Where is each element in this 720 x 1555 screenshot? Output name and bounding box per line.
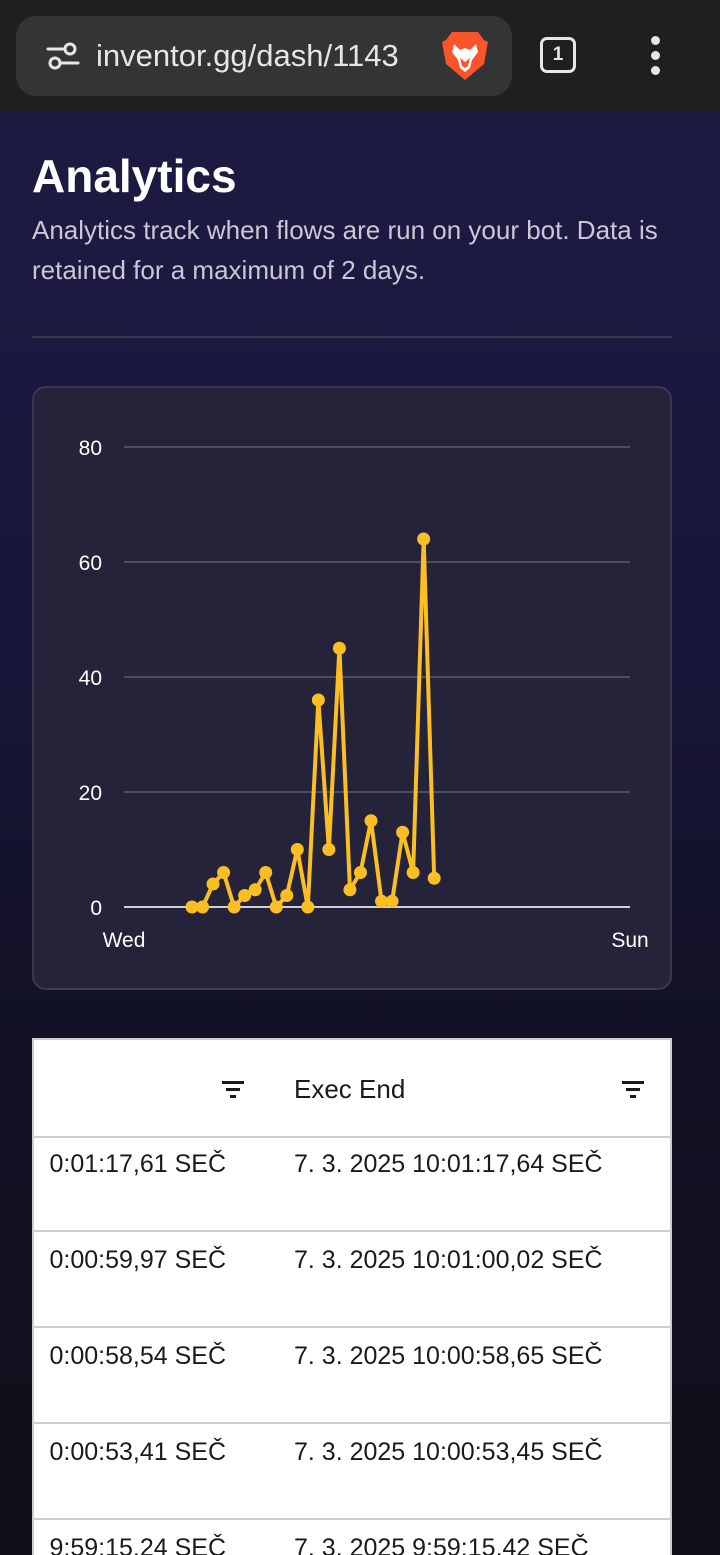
exec-start-cell: 0:01:17,61 SEČ	[49, 1150, 226, 1178]
data-point[interactable]	[396, 825, 410, 839]
y-tick-label: 0	[90, 897, 102, 920]
table-row[interactable]: 9:59:15,24 SEČ 7. 3. 2025 9:59:15,42 SEČ	[34, 1520, 670, 1555]
y-tick-label: 40	[79, 667, 102, 690]
data-point[interactable]	[196, 900, 210, 914]
data-point[interactable]	[322, 843, 336, 856]
exec-end-cell: 7. 3. 2025 10:00:58,65 SEČ	[294, 1342, 603, 1370]
divider	[32, 336, 672, 338]
data-point[interactable]	[290, 843, 304, 856]
filter-icon[interactable]	[222, 1080, 246, 1100]
table-row[interactable]: 0:01:17,61 SEČ 7. 3. 2025 10:01:17,64 SE…	[34, 1136, 670, 1232]
table-row[interactable]: 0:00:58,54 SEČ 7. 3. 2025 10:00:58,65 SE…	[34, 1328, 670, 1424]
tune-icon[interactable]	[46, 40, 80, 72]
series-line	[192, 537, 437, 909]
data-point[interactable]	[301, 900, 315, 914]
data-point[interactable]	[280, 889, 294, 902]
column-header-exec-end[interactable]: Exec End	[294, 1074, 406, 1104]
data-point[interactable]	[259, 866, 273, 879]
address-bar[interactable]: inventor.gg/dash/1143	[16, 16, 512, 96]
exec-end-cell: 7. 3. 2025 10:01:17,64 SEČ	[294, 1150, 603, 1178]
data-point[interactable]	[406, 866, 420, 879]
data-point[interactable]	[385, 894, 399, 908]
page-description: Analytics track when flows are run on yo…	[32, 215, 658, 285]
data-point[interactable]	[311, 693, 325, 707]
table-header: Exec End	[34, 1040, 670, 1138]
data-point[interactable]	[343, 883, 357, 897]
exec-start-cell: 0:00:59,97 SEČ	[49, 1246, 226, 1274]
data-point[interactable]	[238, 889, 252, 902]
data-point[interactable]	[185, 900, 199, 914]
brave-lion-icon[interactable]	[440, 28, 490, 84]
url-fade	[396, 34, 446, 94]
y-tick-label: 60	[79, 552, 102, 575]
data-point[interactable]	[353, 866, 367, 879]
exec-end-cell: 7. 3. 2025 10:01:00,02 SEČ	[294, 1246, 603, 1274]
data-point[interactable]	[332, 641, 346, 655]
tab-switcher-button[interactable]: 1	[540, 37, 576, 73]
data-point[interactable]	[206, 877, 220, 891]
y-tick-label: 20	[79, 782, 102, 805]
exec-start-cell: 0:00:53,41 SEČ	[49, 1438, 226, 1466]
data-point[interactable]	[227, 900, 241, 914]
exec-end-cell: 7. 3. 2025 9:59:15,42 SEČ	[294, 1534, 589, 1555]
x-tick-label: Wed	[103, 929, 146, 952]
data-point[interactable]	[269, 900, 283, 914]
data-point[interactable]	[417, 532, 431, 546]
url-text[interactable]: inventor.gg/dash/1143	[96, 38, 399, 73]
exec-end-cell: 7. 3. 2025 10:00:53,45 SEČ	[294, 1438, 603, 1466]
data-point[interactable]	[427, 871, 441, 885]
analytics-page: Analytics Analytics track when flows are…	[0, 112, 720, 1555]
exec-start-cell: 9:59:15,24 SEČ	[49, 1534, 226, 1555]
data-point[interactable]	[375, 894, 389, 908]
more-vert-icon[interactable]	[646, 36, 666, 76]
x-tick-label: Sun	[611, 929, 648, 952]
data-point[interactable]	[217, 866, 231, 879]
table-row[interactable]: 0:00:53,41 SEČ 7. 3. 2025 10:00:53,45 SE…	[34, 1424, 670, 1520]
browser-toolbar: inventor.gg/dash/1143 1	[0, 0, 720, 112]
analytics-chart-card: 0 20 40 60 80 Wed Sun	[32, 386, 672, 990]
data-point[interactable]	[248, 883, 262, 897]
data-point[interactable]	[364, 814, 378, 828]
table-row[interactable]: 0:00:59,97 SEČ 7. 3. 2025 10:01:00,02 SE…	[34, 1232, 670, 1328]
y-tick-label: 80	[79, 437, 102, 460]
page-title: Analytics	[32, 150, 237, 202]
exec-start-cell: 0:00:58,54 SEČ	[49, 1342, 226, 1370]
executions-table: Exec End 0:01:17,61 SEČ 7. 3. 2025 10:01…	[32, 1038, 672, 1555]
analytics-line-chart: 0 20 40 60 80 Wed Sun	[79, 437, 649, 952]
filter-icon[interactable]	[622, 1080, 646, 1100]
